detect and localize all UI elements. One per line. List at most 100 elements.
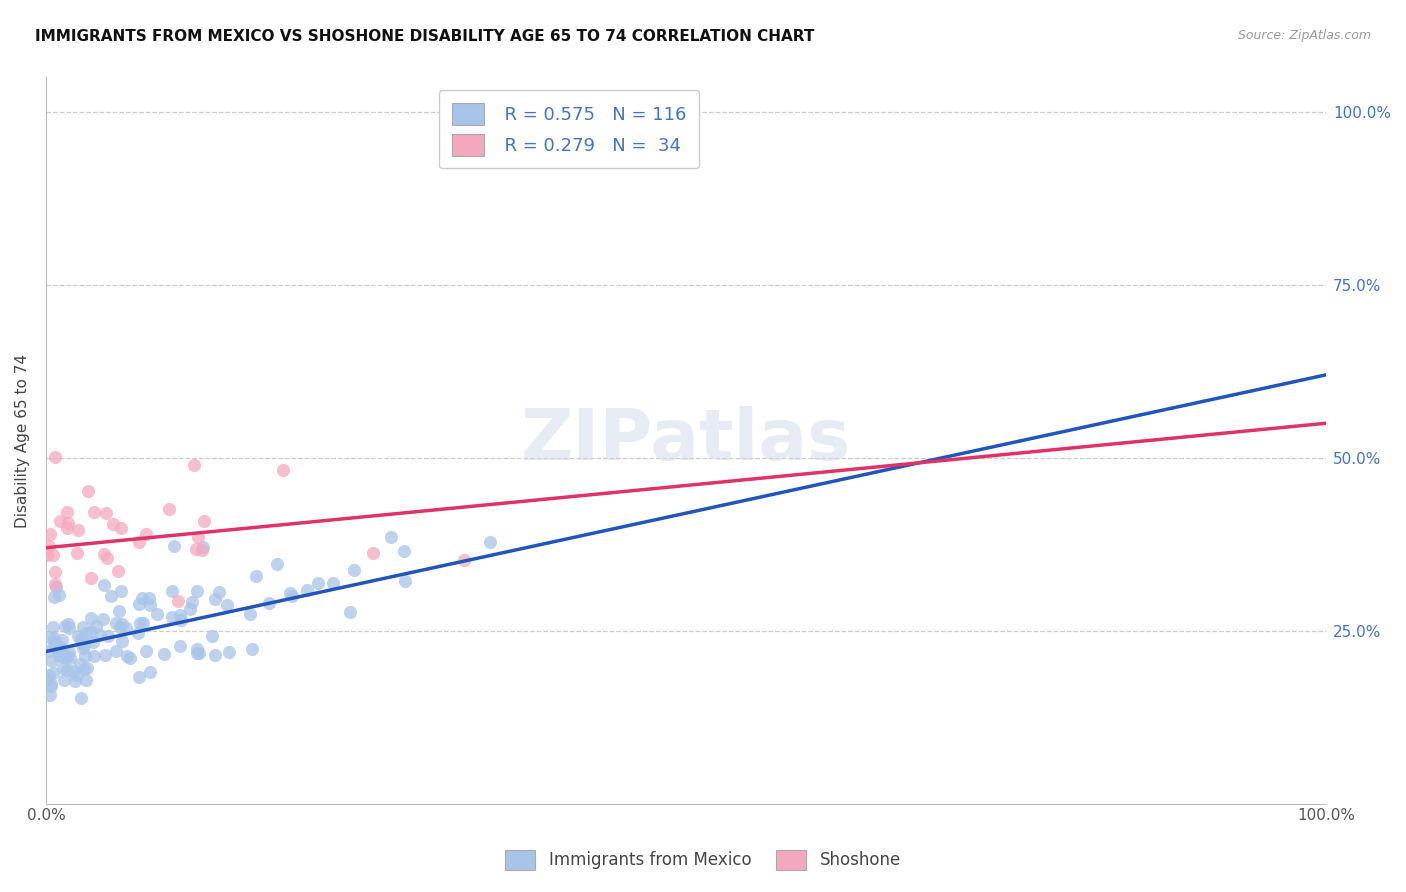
Point bbox=[55, 649, 77, 664]
Point bbox=[107, 564, 129, 578]
Point bbox=[239, 607, 262, 622]
Point bbox=[83, 505, 105, 519]
Point bbox=[104, 643, 127, 657]
Point bbox=[186, 646, 208, 660]
Point bbox=[70, 632, 93, 646]
Point bbox=[307, 575, 329, 590]
Point bbox=[186, 541, 208, 556]
Point bbox=[187, 647, 209, 661]
Point bbox=[160, 609, 183, 624]
Point bbox=[101, 517, 124, 532]
Point bbox=[39, 676, 62, 690]
Point bbox=[82, 635, 104, 649]
Point bbox=[128, 535, 150, 549]
Point bbox=[42, 631, 65, 645]
Point bbox=[139, 599, 162, 613]
Point bbox=[97, 629, 120, 643]
Point bbox=[69, 657, 91, 671]
Point bbox=[39, 679, 62, 693]
Point bbox=[135, 527, 157, 541]
Point bbox=[41, 666, 63, 681]
Point bbox=[53, 619, 76, 633]
Point bbox=[478, 535, 501, 549]
Point bbox=[55, 663, 77, 677]
Point bbox=[86, 618, 108, 632]
Point bbox=[48, 639, 70, 653]
Point bbox=[59, 651, 82, 665]
Point bbox=[51, 632, 73, 647]
Point bbox=[193, 514, 215, 528]
Point bbox=[127, 625, 149, 640]
Point bbox=[187, 530, 209, 544]
Point bbox=[44, 635, 66, 649]
Point bbox=[146, 607, 169, 621]
Point bbox=[96, 551, 118, 566]
Point bbox=[66, 523, 89, 537]
Point bbox=[66, 547, 89, 561]
Point bbox=[76, 661, 98, 675]
Point bbox=[58, 617, 80, 632]
Point bbox=[157, 502, 180, 516]
Point bbox=[343, 563, 366, 577]
Point bbox=[67, 629, 90, 643]
Point bbox=[41, 654, 63, 668]
Point bbox=[94, 648, 117, 662]
Point bbox=[56, 521, 79, 535]
Point bbox=[72, 620, 94, 634]
Point bbox=[37, 548, 59, 562]
Point bbox=[75, 673, 97, 688]
Point bbox=[45, 580, 67, 594]
Point bbox=[44, 566, 66, 580]
Point bbox=[62, 664, 84, 678]
Point bbox=[38, 688, 60, 702]
Point bbox=[392, 544, 415, 558]
Point bbox=[49, 514, 72, 528]
Point bbox=[135, 644, 157, 658]
Point bbox=[186, 584, 208, 599]
Point bbox=[166, 594, 188, 608]
Point bbox=[48, 588, 70, 602]
Point bbox=[72, 640, 94, 655]
Point bbox=[80, 624, 103, 639]
Point bbox=[111, 616, 134, 631]
Point bbox=[131, 591, 153, 606]
Point bbox=[110, 584, 132, 599]
Point bbox=[77, 483, 100, 498]
Point bbox=[191, 543, 214, 558]
Point bbox=[44, 638, 66, 652]
Point bbox=[80, 611, 103, 625]
Point bbox=[160, 584, 183, 599]
Point bbox=[52, 661, 75, 675]
Point bbox=[42, 590, 65, 604]
Point bbox=[111, 634, 134, 648]
Point bbox=[361, 546, 384, 560]
Point bbox=[380, 530, 402, 544]
Point bbox=[193, 541, 215, 555]
Point bbox=[58, 516, 80, 530]
Point bbox=[58, 645, 80, 659]
Point bbox=[218, 645, 240, 659]
Point bbox=[169, 607, 191, 622]
Point bbox=[266, 558, 288, 572]
Point bbox=[453, 553, 475, 567]
Text: IMMIGRANTS FROM MEXICO VS SHOSHONE DISABILITY AGE 65 TO 74 CORRELATION CHART: IMMIGRANTS FROM MEXICO VS SHOSHONE DISAB… bbox=[35, 29, 814, 44]
Point bbox=[153, 647, 176, 661]
Point bbox=[39, 526, 62, 541]
Point bbox=[38, 668, 60, 682]
Point bbox=[104, 615, 127, 630]
Point bbox=[38, 539, 60, 553]
Point bbox=[65, 673, 87, 688]
Point bbox=[44, 450, 66, 465]
Point bbox=[170, 613, 193, 627]
Point bbox=[339, 605, 361, 619]
Point bbox=[281, 590, 304, 604]
Point bbox=[80, 571, 103, 585]
Point bbox=[94, 506, 117, 520]
Point bbox=[132, 616, 155, 631]
Point bbox=[322, 575, 344, 590]
Point bbox=[37, 644, 59, 658]
Point bbox=[201, 629, 224, 643]
Point bbox=[186, 642, 208, 657]
Point bbox=[129, 615, 152, 630]
Point bbox=[183, 458, 205, 472]
